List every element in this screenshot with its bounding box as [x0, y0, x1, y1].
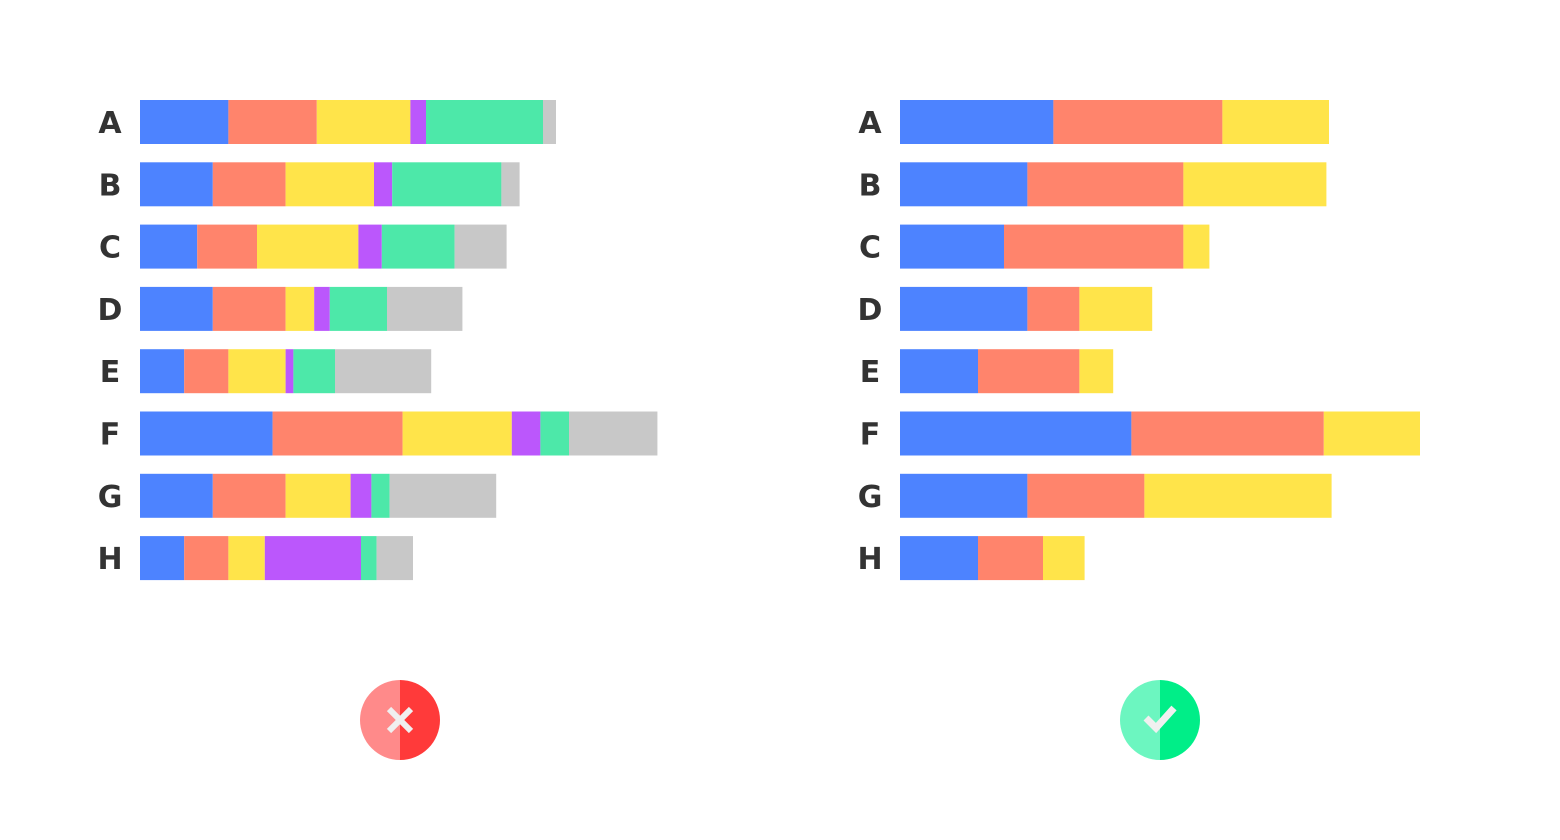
left-bar-h-segment-4 [264, 536, 361, 581]
left-bar-b-segment-3 [285, 162, 374, 207]
right-bar-f-segment-2 [1131, 411, 1324, 456]
left-bar-c-segment-3 [257, 224, 359, 269]
left-bar-b-segment-2 [212, 162, 286, 207]
right-bar-b-segment-1 [900, 162, 1028, 207]
right-bar-e-segment-1 [900, 349, 978, 394]
left-bar-h-segment-2 [184, 536, 229, 581]
right-bar-c-segment-1 [900, 224, 1004, 269]
badge-left-half [1120, 680, 1160, 760]
right-bar-a-segment-1 [900, 100, 1054, 144]
category-label-h: H [857, 542, 882, 577]
left-bar-g-segment-4 [350, 473, 372, 518]
left-bar-e-segment-2 [184, 349, 229, 394]
good-example-badge [1120, 680, 1200, 760]
left-bar-c-segment-4 [358, 224, 382, 269]
right-bar-d-segment-3 [1079, 286, 1153, 331]
left-bar-h-segment-6 [376, 536, 413, 581]
right-bar-d-segment-1 [900, 286, 1028, 331]
category-label-h: H [97, 542, 122, 577]
left-bar-a-segment-5 [426, 100, 543, 144]
right-bar-h-segment-1 [900, 536, 978, 581]
category-label-b: B [99, 168, 122, 203]
left-bar-e-segment-5 [293, 349, 335, 394]
left-bar-a-segment-1 [140, 100, 229, 144]
left-bar-d-segment-4 [314, 286, 330, 331]
category-label-f: F [860, 418, 881, 453]
right-bar-a-segment-2 [1053, 100, 1223, 144]
left-bar-d-segment-5 [329, 286, 387, 331]
cross-icon [386, 706, 414, 734]
left-bar-f-segment-4 [511, 411, 541, 456]
right-bar-c-segment-2 [1004, 224, 1184, 269]
right-bar-e-segment-3 [1079, 349, 1114, 394]
bad-example-badge [360, 680, 440, 760]
left-bar-b-segment-6 [501, 162, 520, 207]
category-label-e: E [860, 355, 881, 390]
category-label-c: C [859, 231, 881, 266]
left-bar-e-segment-1 [140, 349, 185, 394]
left-bar-g-segment-6 [389, 473, 497, 518]
right-bar-g-segment-3 [1144, 473, 1332, 518]
left-bar-g-segment-5 [371, 473, 390, 518]
left-bar-d-segment-2 [212, 286, 286, 331]
left-bar-h-segment-5 [361, 536, 377, 581]
category-label-f: F [100, 418, 121, 453]
left-bar-b-segment-5 [392, 162, 502, 207]
badge-left-half [360, 680, 400, 760]
left-bar-d-segment-1 [140, 286, 213, 331]
left-bar-f-segment-5 [540, 411, 569, 456]
right-bar-f-segment-3 [1323, 411, 1420, 456]
left-bar-a-segment-3 [316, 100, 411, 144]
left-bar-h-segment-1 [140, 536, 185, 581]
category-label-g: G [858, 480, 883, 515]
right-bar-h-segment-2 [978, 536, 1043, 581]
left-bar-d-segment-3 [285, 286, 315, 331]
left-bar-b-segment-1 [140, 162, 213, 207]
category-label-d: D [98, 293, 123, 328]
right-bar-b-segment-2 [1027, 162, 1184, 207]
right-bar-h-segment-3 [1043, 536, 1085, 581]
right-bar-b-segment-3 [1183, 162, 1327, 207]
right-bar-a-segment-3 [1222, 100, 1329, 144]
category-label-d: D [858, 293, 883, 328]
right-bar-c-segment-3 [1183, 224, 1210, 269]
left-bar-b-segment-4 [374, 162, 393, 207]
left-bar-f-segment-3 [402, 411, 512, 456]
category-label-c: C [99, 231, 121, 266]
left-bar-a-segment-2 [228, 100, 317, 144]
category-label-g: G [98, 480, 123, 515]
left-bar-a-segment-4 [410, 100, 426, 144]
right-bar-g-segment-1 [900, 473, 1028, 518]
left-bar-c-segment-1 [140, 224, 198, 269]
left-bar-d-segment-6 [387, 286, 463, 331]
check-icon [1143, 705, 1177, 734]
badge-right-half [1160, 680, 1200, 760]
right-bar-f-segment-1 [900, 411, 1132, 456]
left-bar-e-segment-4 [285, 349, 294, 394]
category-label-b: B [859, 168, 882, 203]
badge-right-half [400, 680, 440, 760]
left-bar-e-segment-6 [335, 349, 432, 394]
left-bar-g-segment-3 [285, 473, 351, 518]
left-bar-f-segment-1 [140, 411, 273, 456]
right-bar-e-segment-2 [978, 349, 1080, 394]
left-bar-c-segment-5 [381, 224, 455, 269]
right-bar-d-segment-2 [1027, 286, 1080, 331]
left-bar-g-segment-1 [140, 473, 213, 518]
left-bar-e-segment-3 [228, 349, 286, 394]
right-bar-g-segment-2 [1027, 473, 1145, 518]
category-label-a: A [858, 106, 882, 141]
left-bar-f-segment-6 [569, 411, 658, 456]
left-bar-g-segment-2 [212, 473, 286, 518]
category-label-e: E [100, 355, 121, 390]
left-bar-h-segment-3 [228, 536, 265, 581]
left-bar-c-segment-6 [454, 224, 507, 269]
left-bar-c-segment-2 [197, 224, 257, 269]
category-label-a: A [98, 106, 122, 141]
left-bar-f-segment-2 [272, 411, 403, 456]
left-bar-a-segment-6 [543, 100, 556, 144]
